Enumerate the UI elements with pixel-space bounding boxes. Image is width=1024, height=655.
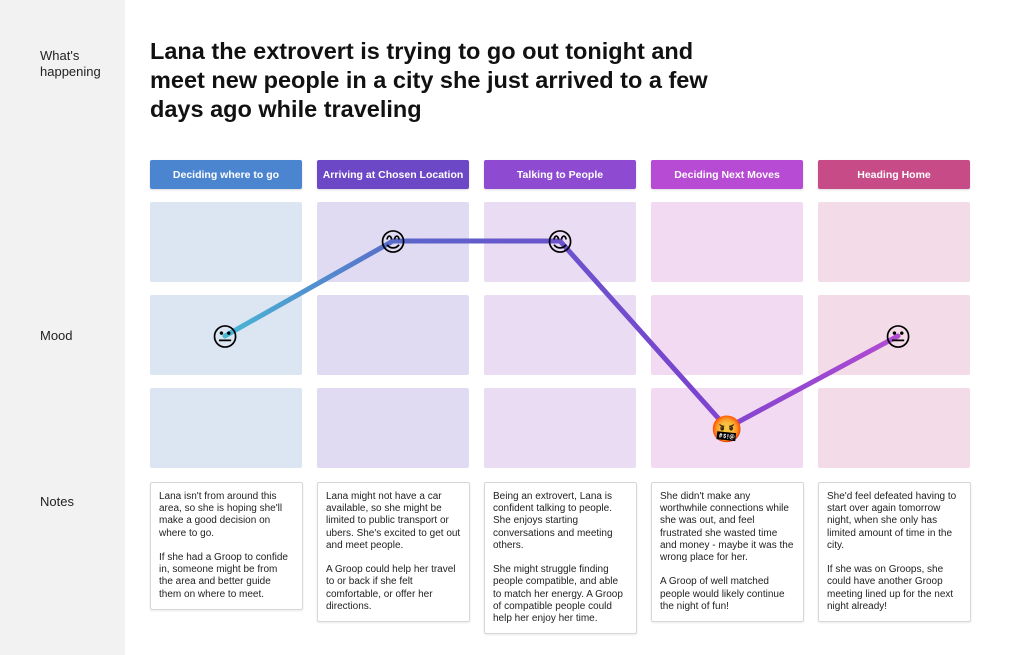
mood-cell-high — [651, 202, 803, 282]
mood-cell-medium — [317, 295, 469, 375]
page-title: Lana the extrovert is trying to go out t… — [150, 38, 708, 122]
phase-header-heading-home: Heading Home — [818, 160, 970, 189]
mood-cell-medium — [818, 295, 970, 375]
sidebar — [0, 0, 125, 655]
mood-cell-high — [484, 202, 636, 282]
phase-header-deciding-where-to-go: Deciding where to go — [150, 160, 302, 189]
mood-cell-medium — [484, 295, 636, 375]
notes-label: Notes — [40, 494, 74, 509]
mood-cell-high — [818, 202, 970, 282]
phase-header-arriving: Arriving at Chosen Location — [317, 160, 469, 189]
note-arriving: Lana might not have a car available, so … — [317, 482, 470, 623]
mood-cell-low — [651, 388, 803, 468]
mood-cell-medium — [150, 295, 302, 375]
note-talking: Being an extrovert, Lana is confident ta… — [484, 482, 637, 635]
mood-cell-high — [150, 202, 302, 282]
mood-cell-high — [317, 202, 469, 282]
phase-header-deciding-next: Deciding Next Moves — [651, 160, 803, 189]
mood-cell-low — [317, 388, 469, 468]
mood-cell-low — [484, 388, 636, 468]
mood-cell-low — [150, 388, 302, 468]
mood-cell-low — [818, 388, 970, 468]
mood-label: Mood — [40, 328, 73, 343]
mood-cell-medium — [651, 295, 803, 375]
note-deciding-next: She didn't make any worthwhile connectio… — [651, 482, 804, 623]
phase-header-talking: Talking to People — [484, 160, 636, 189]
note-deciding-where-to-go: Lana isn't from around this area, so she… — [150, 482, 303, 610]
note-heading-home: She'd feel defeated having to start over… — [818, 482, 971, 623]
whats-happening-label: What's happening — [40, 48, 101, 79]
